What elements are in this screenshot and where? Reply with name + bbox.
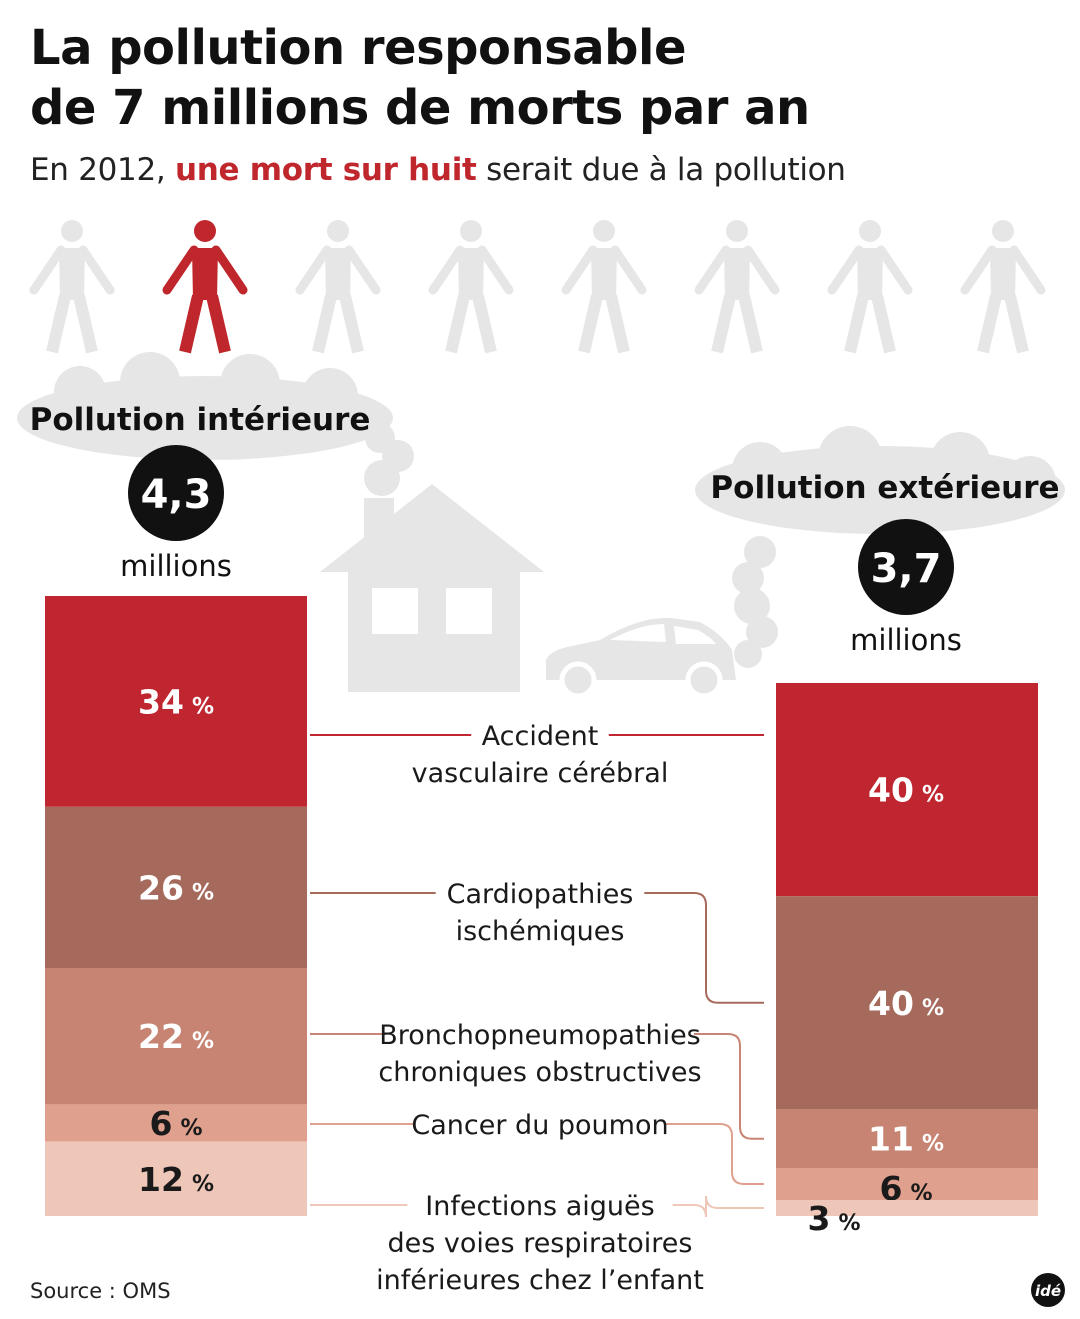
person-icon — [827, 220, 913, 354]
category-label: Cardiopathies — [447, 879, 634, 910]
total-value-outdoor: 3,7 — [871, 546, 942, 592]
bar-segment-indoor — [45, 1104, 307, 1142]
connector-line-outdoor — [665, 1123, 764, 1186]
bar-segment-indoor — [45, 1141, 307, 1216]
series-label-indoor: Pollution intérieure — [30, 402, 371, 438]
chart-title: La pollution responsable de 7 millions d… — [30, 18, 810, 138]
chart-subtitle: En 2012, une mort sur huit serait due à … — [30, 152, 846, 188]
bar-value-label-outdoor: 40% — [868, 771, 944, 810]
person-icon — [162, 220, 248, 354]
total-badge-indoor — [128, 445, 224, 541]
bar-segment-indoor — [45, 806, 307, 968]
category-labels: Accident vasculaire cérébral Cardiopathies… — [376, 721, 704, 1296]
category-label: Bronchopneumopathies — [379, 1020, 701, 1051]
bar-segment-indoor — [45, 596, 307, 807]
source-note: Source : OMS — [30, 1279, 171, 1303]
bar-segment-outdoor — [776, 683, 1038, 897]
bar-value-label-indoor: 12% — [138, 1160, 214, 1199]
car-icon — [546, 617, 736, 699]
connector-line-outdoor — [694, 1033, 764, 1140]
category-label: vasculaire cérébral — [412, 758, 669, 789]
series-label-outdoor: Pollution extérieure — [710, 470, 1059, 506]
bar-value-label-indoor: 34% — [138, 682, 214, 721]
category-label: chroniques obstructives — [378, 1057, 701, 1088]
total-badge-outdoor — [858, 519, 954, 615]
bar-segment-outdoor — [776, 896, 1038, 1110]
subtitle-highlight: une mort sur huit — [175, 152, 477, 188]
category-label: Infections aiguës — [425, 1191, 654, 1222]
bar-segment-indoor — [45, 968, 307, 1105]
cloud-outdoor-icon — [695, 426, 1065, 534]
connector-lines — [310, 734, 764, 1218]
people-pictogram — [29, 220, 1046, 354]
bar-segment-outdoor — [776, 1200, 1038, 1216]
person-icon — [29, 220, 115, 354]
person-icon — [561, 220, 647, 354]
category-label: Accident — [482, 721, 599, 752]
title-line-1: La pollution responsable — [30, 20, 686, 76]
title-line-2: de 7 millions de morts par an — [30, 80, 810, 136]
person-icon — [694, 220, 780, 354]
connector-line-outdoor — [672, 1195, 764, 1218]
total-unit-outdoor: millions — [850, 623, 962, 657]
logo-text: idé — [1035, 1282, 1061, 1300]
person-icon — [960, 220, 1046, 354]
category-label: ischémiques — [456, 916, 625, 947]
bar-segment-outdoor — [776, 1168, 1038, 1200]
category-label: inférieures chez l’enfant — [376, 1265, 704, 1296]
stacked-bars: 34 %26 %22 %6 %12 %40 %40 %11 %6 %3% — [45, 596, 1038, 1238]
house-icon — [320, 484, 544, 692]
subtitle-after: serait due à la pollution — [476, 152, 846, 188]
category-label: des voies respiratoires — [388, 1228, 693, 1259]
bar-segment-outdoor — [776, 1109, 1038, 1168]
cloud-indoor-icon — [17, 352, 393, 460]
total-unit-indoor: millions — [120, 549, 232, 583]
total-value-indoor: 4,3 — [141, 472, 212, 518]
exhaust-smoke-icon — [732, 536, 778, 668]
category-label: Cancer du poumon — [411, 1110, 668, 1141]
person-icon — [428, 220, 514, 354]
connector-line-outdoor — [644, 892, 764, 1004]
person-icon — [295, 220, 381, 354]
subtitle-before: En 2012, — [30, 152, 175, 188]
ide-logo: idé — [1031, 1273, 1065, 1307]
